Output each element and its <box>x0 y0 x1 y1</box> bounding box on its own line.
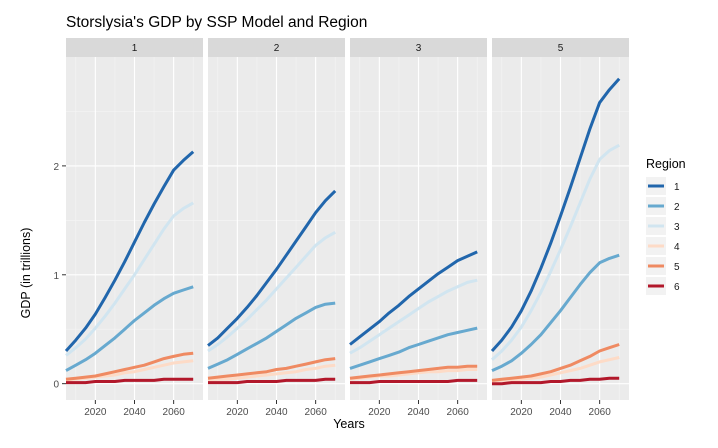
series-line-region-3 <box>349 278 478 355</box>
facet-panel: 2 2020 2040 2060 <box>207 38 345 418</box>
facet-strip <box>208 38 345 57</box>
legend-label: 5 <box>674 262 680 273</box>
series-line-region-3 <box>491 143 620 361</box>
y-tick-label: 1 <box>53 271 59 282</box>
facet-strip-label: 5 <box>558 43 564 54</box>
facet-strip-label: 1 <box>132 43 138 54</box>
series-line-region-3 <box>207 230 336 353</box>
facet-strip-label: 3 <box>416 43 422 54</box>
y-tick-label: 2 <box>53 162 59 173</box>
x-axis-label: Years <box>333 417 365 431</box>
y-axis-label: GDP (in trillions) <box>19 228 33 319</box>
series-line-region-5 <box>207 357 336 380</box>
series-line-region-4 <box>207 363 336 382</box>
legend-title: Region <box>646 157 686 171</box>
series-line-region-6 <box>492 376 620 386</box>
series-line-region-5 <box>65 351 194 381</box>
x-tick-label: 2020 <box>368 407 391 418</box>
x-tick-label: 2020 <box>510 407 533 418</box>
x-tick-label: 2040 <box>407 407 430 418</box>
series-line-region-2 <box>349 326 478 370</box>
x-tick-label: 2040 <box>123 407 146 418</box>
facet-panel: 3 2020 2040 2060 <box>349 38 487 418</box>
series-line-region-5 <box>349 364 478 380</box>
x-tick-label: 2060 <box>305 407 328 418</box>
x-tick-label: 2060 <box>589 407 612 418</box>
facet-panel: 5 2020 2040 2060 <box>490 38 629 418</box>
series-line-region-2 <box>491 253 620 372</box>
facet-strip <box>350 38 487 57</box>
x-tick-label: 2020 <box>226 407 249 418</box>
x-tick-label: 2060 <box>163 407 186 418</box>
series-line-region-5 <box>491 343 620 382</box>
series-line-region-1 <box>207 189 337 347</box>
facet-strip <box>492 38 629 57</box>
series-line-region-1 <box>64 150 195 353</box>
x-tick-label: 2060 <box>447 407 470 418</box>
series-line-region-1 <box>490 77 621 353</box>
legend-label: 4 <box>674 242 680 253</box>
facet-panel: 1 2020 2040 2060 <box>64 38 203 418</box>
series-line-region-2 <box>207 301 336 370</box>
legend-label: 3 <box>674 222 680 233</box>
x-tick-label: 2040 <box>549 407 572 418</box>
series-line-region-4 <box>491 356 620 383</box>
x-tick-label: 2020 <box>84 407 107 418</box>
y-tick-label: 0 <box>53 380 59 391</box>
legend-label: 2 <box>674 202 680 213</box>
chart-title: Storslysia's GDP by SSP Model and Region <box>66 14 367 31</box>
series-line-region-6 <box>350 378 478 385</box>
facet-panels: 0 1 2 1 2020 2040 2060 2 2020 2040 2060 3 2020 2040 20… <box>53 38 629 418</box>
facet-strip-label: 2 <box>274 43 280 54</box>
legend-label: 1 <box>674 182 680 193</box>
series-line-region-3 <box>65 201 194 357</box>
series-line-region-6 <box>208 377 336 385</box>
facet-strip <box>66 38 203 57</box>
x-tick-label: 2040 <box>265 407 288 418</box>
series-line-region-2 <box>65 285 194 372</box>
legend: Region 1 2 3 4 5 6 <box>646 157 686 295</box>
legend-label: 6 <box>674 282 680 293</box>
series-line-region-1 <box>349 250 478 346</box>
series-line-region-6 <box>66 377 194 385</box>
